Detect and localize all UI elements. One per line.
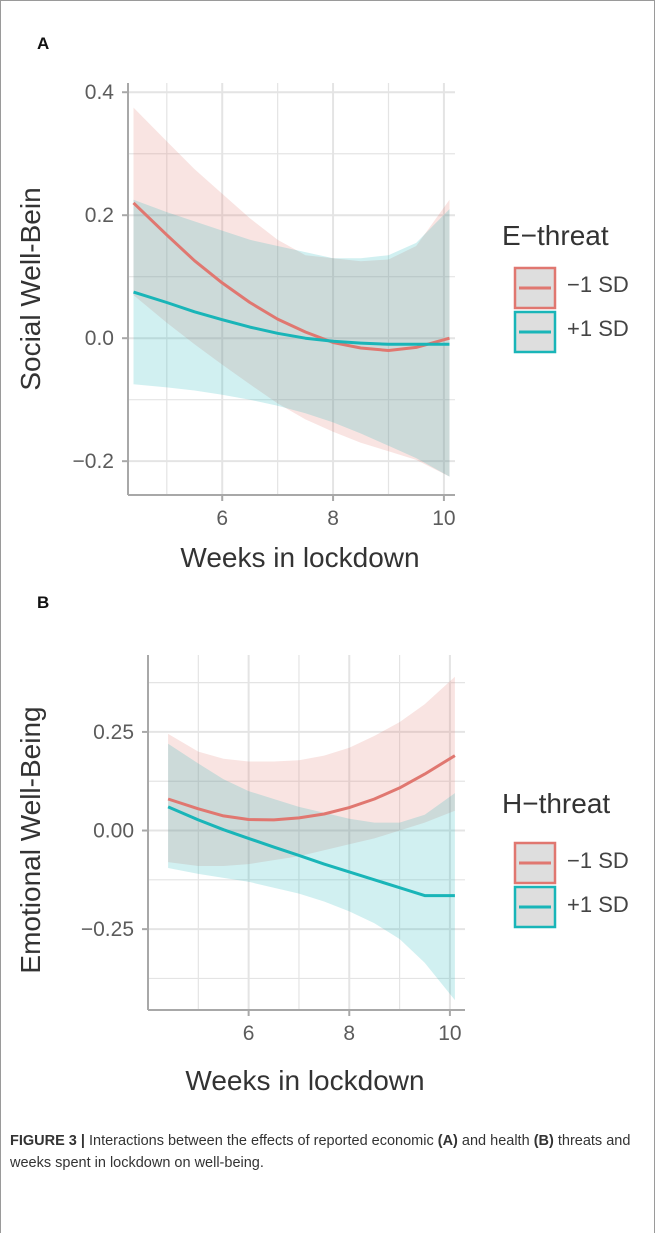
ci-ribbon-minus-1sd — [133, 107, 450, 477]
x-axis-title: Weeks in lockdown — [185, 1065, 424, 1096]
x-tick-label: 6 — [216, 507, 228, 530]
panel-tag: A — [37, 34, 49, 53]
legend-label: +1 SD — [567, 316, 629, 341]
ci-ribbon-plus-1sd — [133, 199, 450, 477]
legend-label: +1 SD — [567, 892, 629, 917]
caption-b-ref: (B) — [533, 1133, 554, 1149]
figure-charts: A 6 8 10 −0.2 0.0 0.2 0.4 Weeks in lockdown Socia… — [15, 34, 629, 1096]
legend-title: H−threat — [502, 788, 610, 819]
panel-b: B 6 8 10 −0.25 0.00 0.25 Weeks in lockdown Emoti… — [15, 593, 629, 1096]
figure-label: FIGURE 3 | — [10, 1133, 85, 1149]
caption-a-ref: (A) — [437, 1133, 458, 1149]
legend-title: E−threat — [502, 220, 609, 251]
y-tick-label: −0.2 — [73, 450, 114, 473]
y-tick-label: 0.4 — [85, 81, 115, 104]
x-tick-label: 8 — [327, 507, 339, 530]
y-tick-label: 0.2 — [85, 204, 114, 227]
y-tick-label: −0.25 — [81, 918, 134, 941]
y-tick-label: 0.25 — [93, 721, 134, 744]
x-tick-label: 10 — [438, 1022, 461, 1045]
x-tick-label: 10 — [432, 507, 455, 530]
panel-tag: B — [37, 593, 49, 612]
legend-label: −1 SD — [567, 848, 629, 873]
y-axis-title: Emotional Well-Being — [15, 706, 46, 973]
y-tick-label: 0.00 — [93, 820, 134, 843]
caption-text-3: threats and weeks spent in lockdown on w… — [10, 1133, 631, 1171]
line-minus-1sd — [167, 754, 456, 822]
line-plus-1sd — [167, 805, 455, 898]
y-tick-label: 0.0 — [85, 327, 114, 350]
line-plus-1sd — [133, 290, 450, 346]
line-minus-1sd — [132, 201, 450, 352]
x-axis-title: Weeks in lockdown — [180, 542, 419, 573]
figure-caption: FIGURE 3 | Interactions between the effe… — [10, 1130, 640, 1174]
caption-text-2: and health — [457, 1133, 534, 1149]
x-tick-label: 6 — [243, 1022, 255, 1045]
y-axis-title: Social Well-Bein — [15, 187, 46, 390]
x-tick-label: 8 — [343, 1022, 355, 1045]
legend-label: −1 SD — [567, 272, 629, 297]
panel-a: A 6 8 10 −0.2 0.0 0.2 0.4 Weeks in lockdown Socia… — [15, 34, 629, 573]
caption-text-1: Interactions between the effects of repo… — [84, 1133, 438, 1149]
ci-ribbon-plus-1sd — [168, 743, 455, 1001]
